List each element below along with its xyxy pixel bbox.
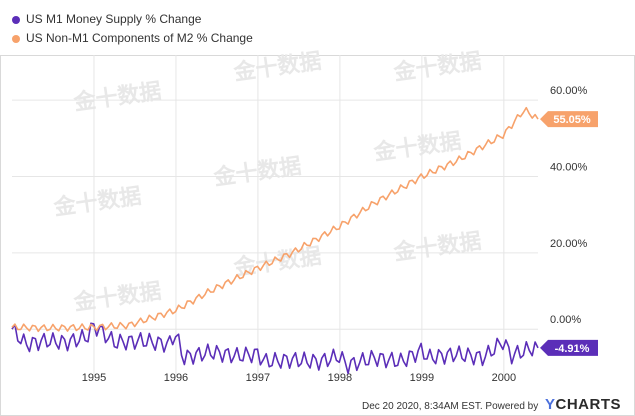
chart-footer: Dec 20 2020, 8:34AM EST. Powered by YCHA… (362, 396, 621, 413)
y-tick-label-1: 20.00% (550, 238, 588, 250)
legend-marker-m1 (12, 15, 20, 24)
y-tick-label-2: 40.00% (550, 162, 588, 174)
x-tick-label-1: 1996 (164, 372, 188, 384)
last-value-flag-0: -4.91% (540, 339, 598, 356)
x-tick-label-3: 1998 (328, 372, 352, 384)
watermark-4: 金十数据 (211, 153, 303, 191)
legend-label-non-m1: US Non-M1 Components of M2 % Change (26, 31, 253, 45)
chart-legend: US M1 Money Supply % Change US Non-M1 Co… (12, 10, 253, 48)
x-tick-label-2: 1997 (246, 372, 270, 384)
legend-label-m1: US M1 Money Supply % Change (26, 12, 202, 26)
watermark-1: 金十数据 (231, 48, 323, 86)
last-value-flag-1: 55.05% (540, 111, 598, 128)
watermark-8: 金十数据 (71, 278, 163, 316)
legend-item-non-m1[interactable]: US Non-M1 Components of M2 % Change (12, 29, 253, 48)
last-value-label-0: -4.91% (555, 343, 590, 355)
x-tick-label-4: 1999 (410, 372, 434, 384)
legend-marker-non-m1 (12, 34, 20, 43)
watermark-5: 金十数据 (371, 128, 463, 166)
series-line-0 (11, 322, 539, 375)
watermark-7: 金十数据 (391, 228, 483, 266)
y-tick-label-3: 60.00% (550, 85, 588, 97)
footer-powered-by: Powered by (485, 401, 539, 412)
series-line-1 (11, 106, 539, 333)
x-tick-label-0: 1995 (82, 372, 106, 384)
last-value-label-1: 55.05% (553, 114, 591, 126)
x-tick-label-5: 2000 (492, 372, 516, 384)
watermark-3: 金十数据 (51, 183, 143, 221)
watermark-6: 金十数据 (231, 243, 323, 281)
y-tick-label-0: 0.00% (550, 314, 581, 326)
footer-timestamp: Dec 20 2020, 8:34AM EST. (362, 401, 483, 412)
watermark-2: 金十数据 (391, 48, 483, 86)
ycharts-logo[interactable]: YCHARTS (545, 396, 622, 413)
watermark-0: 金十数据 (71, 78, 163, 116)
legend-item-m1[interactable]: US M1 Money Supply % Change (12, 10, 253, 29)
last-value-flag-bg-0 (540, 339, 598, 356)
last-value-flag-bg-1 (540, 111, 598, 128)
